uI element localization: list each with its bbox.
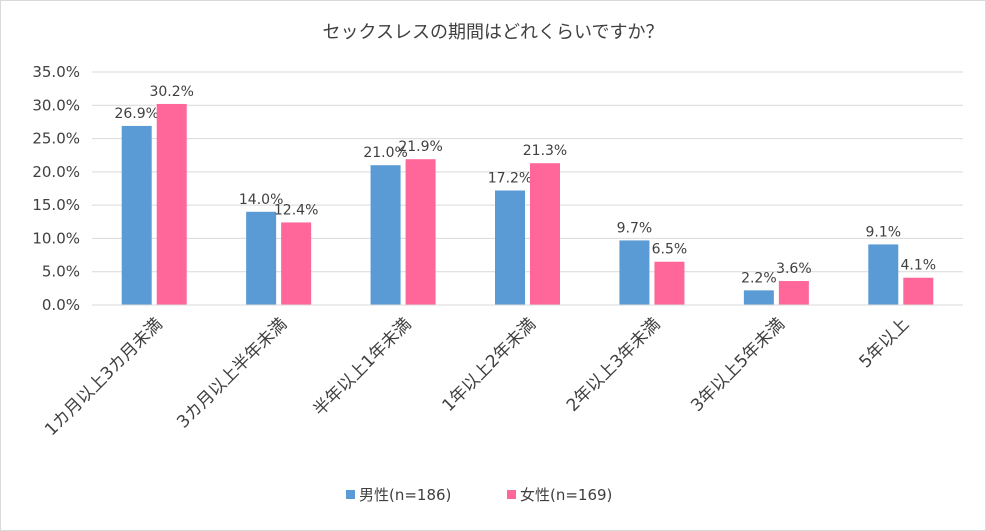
x-category-label: 1カ月以上3カ月未満 xyxy=(41,314,167,440)
bars: 26.9% 30.2% 14.0%12.4% 21.0%21.9% 17.2% 21.3%… xyxy=(114,84,936,306)
bar-male xyxy=(246,211,277,305)
data-label: 21.3% xyxy=(523,143,567,159)
x-category-label: 1年以上2年未満 xyxy=(438,314,540,416)
bar-male xyxy=(868,244,899,305)
bar-male xyxy=(495,190,525,305)
y-tick-label: 10.0% xyxy=(32,229,80,247)
x-category-label: 5年以上 xyxy=(855,314,913,372)
x-category-label: 2年以上3年未満 xyxy=(563,314,665,416)
data-label: 30.2% xyxy=(149,84,193,100)
x-category-label: 3年以上5年未満 xyxy=(687,314,789,416)
chart-title: セックスレスの期間はどれくらいですか？ xyxy=(323,22,664,43)
gridlines xyxy=(92,71,963,306)
legend-label-male: 男性(n=186) xyxy=(359,486,451,504)
data-label: 21.0% xyxy=(363,145,407,161)
data-label: 3.6% xyxy=(776,261,812,277)
data-label: 9.7% xyxy=(617,220,653,236)
y-tick-label: 30.0% xyxy=(32,96,80,114)
data-label: 6.5% xyxy=(652,242,688,258)
data-label: 9.1% xyxy=(865,224,901,240)
bar-female xyxy=(281,222,312,305)
bar-male xyxy=(121,125,152,306)
y-tick-label: 15.0% xyxy=(32,196,80,214)
y-tick-label: 0.0% xyxy=(42,296,80,314)
bar-female xyxy=(903,277,934,305)
x-category-label: 半年以上1年未満 xyxy=(310,314,416,420)
bar-female xyxy=(654,261,685,305)
bar-female xyxy=(405,159,436,305)
y-tick-label: 35.0% xyxy=(32,63,80,81)
data-label: 12.4% xyxy=(274,202,318,218)
data-label: 17.2% xyxy=(488,170,532,186)
data-label: 2.2% xyxy=(741,270,777,286)
bar-female xyxy=(156,103,187,305)
data-label: 26.9% xyxy=(114,106,158,122)
legend-swatch-male xyxy=(346,490,355,499)
bar-female xyxy=(778,281,809,305)
x-category-label: 3カ月以上半年未満 xyxy=(173,314,291,432)
y-tick-label: 5.0% xyxy=(42,263,80,281)
data-label: 14.0% xyxy=(239,192,283,208)
bar-female xyxy=(530,163,560,305)
x-axis: 1カ月以上3カ月未満 3カ月以上半年未満 半年以上1年未満 1年以上2年未満 2年以上3… xyxy=(41,304,963,440)
bar-male xyxy=(370,165,401,305)
data-label: 21.9% xyxy=(398,139,442,155)
data-label: 4.1% xyxy=(900,258,936,274)
legend-label-female: 女性(n=169) xyxy=(520,486,612,504)
bar-male xyxy=(743,290,774,305)
y-tick-label: 20.0% xyxy=(32,163,80,181)
bar-male xyxy=(619,240,650,305)
legend: 男性(n=186) 女性(n=169) xyxy=(346,486,612,504)
y-axis: 0.0% 5.0% 10.0% 15.0% 20.0% 25.0% 30.0% 35.0% xyxy=(32,63,80,314)
y-tick-label: 25.0% xyxy=(32,130,80,148)
legend-swatch-female xyxy=(507,490,516,499)
